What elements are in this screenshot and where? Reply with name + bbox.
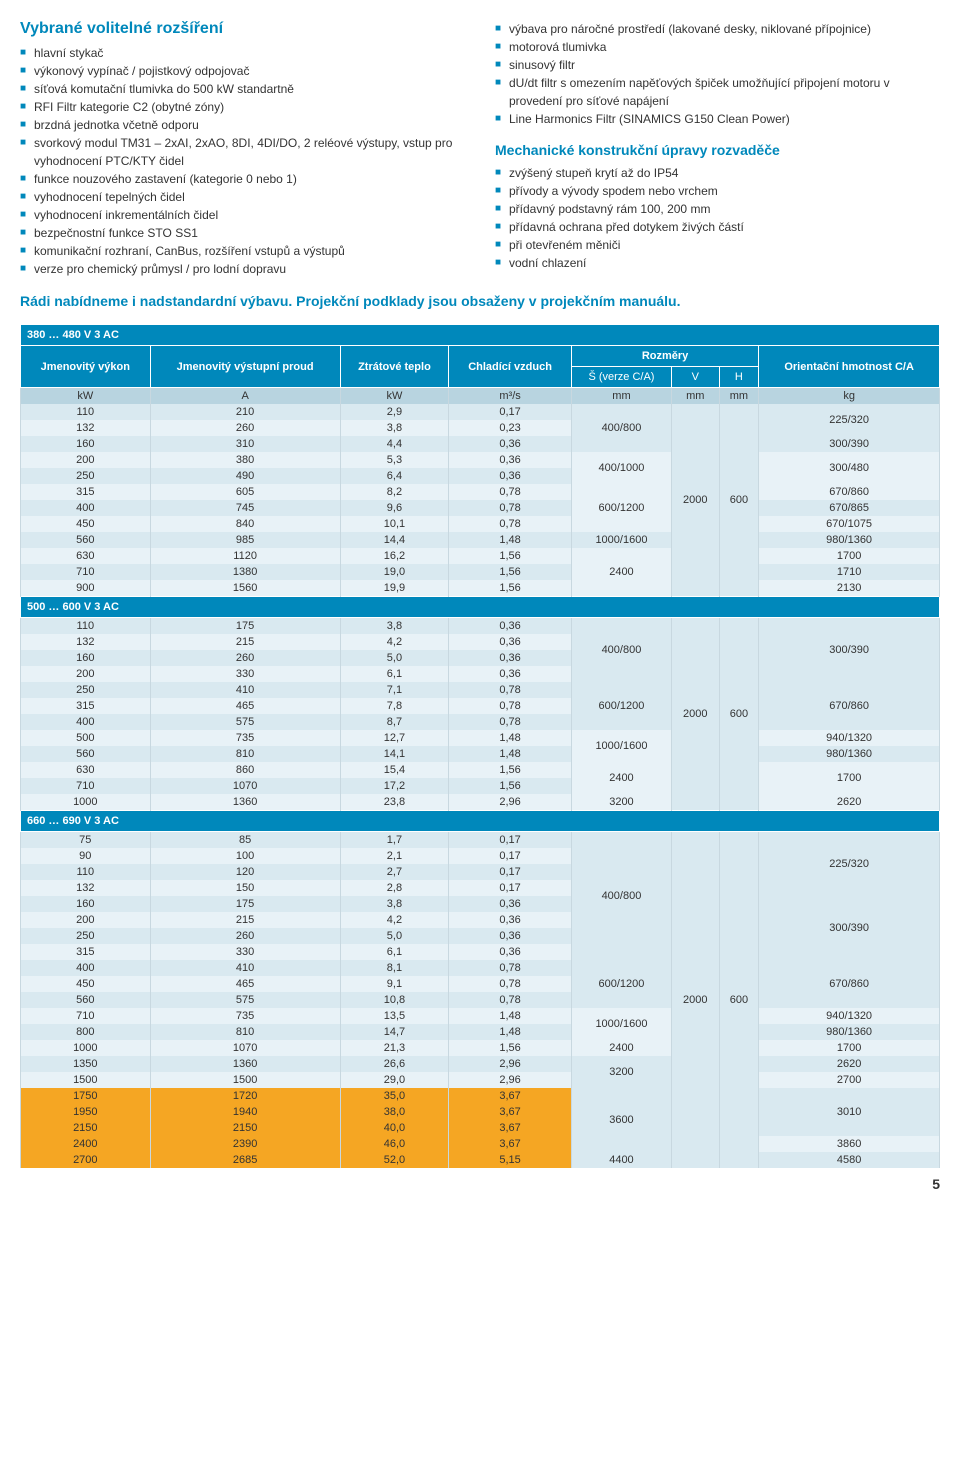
table-row: 45084010,10,78670/1075: [21, 516, 940, 532]
table-row: 1500150029,02,962700: [21, 1072, 940, 1088]
table-row: 1102102,90,17400/8002000600225/320: [21, 404, 940, 420]
table-row: 1601753,80,36300/390: [21, 896, 940, 912]
table-row: 2700268552,05,1544004580: [21, 1152, 940, 1168]
list-item: verze pro chemický průmysl / pro lodní d…: [20, 260, 465, 278]
list-item: Line Harmonics Filtr (SINAMICS G150 Clea…: [495, 110, 940, 128]
list-item: brzdná jednotka včetně odporu: [20, 116, 465, 134]
list-item: bezpečnostní funkce STO SS1: [20, 224, 465, 242]
note: Rádi nabídneme i nadstandardní výbavu. P…: [20, 293, 940, 309]
right-list2: zvýšený stupeň krytí až do IP54přívody a…: [495, 164, 940, 272]
unit-mm1: mm: [571, 388, 671, 405]
list-item: výbava pro náročné prostředí (lakované d…: [495, 20, 940, 38]
table-row: 2003805,30,36400/1000300/480: [21, 452, 940, 468]
table-row: 4007459,60,78670/865: [21, 500, 940, 516]
table-row: 2400239046,03,673860: [21, 1136, 940, 1152]
list-item: motorová tlumivka: [495, 38, 940, 56]
table-row: 75851,70,17400/8002000600225/320: [21, 832, 940, 849]
list-item: zvýšený stupeň krytí až do IP54: [495, 164, 940, 182]
table-row: 1750172035,03,6736003010: [21, 1088, 940, 1104]
section-3-header: 660 … 690 V 3 AC: [21, 811, 940, 832]
list-item: vyhodnocení inkrementálních čidel: [20, 206, 465, 224]
table-row: 710138019,01,561710: [21, 564, 940, 580]
left-list: hlavní stykačvýkonový vypínač / pojistko…: [20, 44, 465, 278]
table-row: 3156058,20,78600/1200670/860: [21, 484, 940, 500]
table-row: 900156019,91,562130: [21, 580, 940, 597]
list-item: přídavná ochrana před dotykem živých čás…: [495, 218, 940, 236]
right-subtitle: Mechanické konstrukční úpravy rozvaděče: [495, 142, 940, 158]
col-h: H: [719, 367, 759, 388]
unit-mm2: mm: [672, 388, 720, 405]
list-item: hlavní stykač: [20, 44, 465, 62]
col-ztrat: Ztrátové teplo: [340, 346, 449, 388]
table-row: 80081014,71,48980/1360: [21, 1024, 940, 1040]
table-row: 2504107,10,78600/1200670/860: [21, 682, 940, 698]
table-row: 1000107021,31,5624001700: [21, 1040, 940, 1056]
left-title: Vybrané volitelné rozšíření: [20, 20, 465, 38]
list-item: RFI Filtr kategorie C2 (obytné zóny): [20, 98, 465, 116]
list-item: přívody a vývody spodem nebo vrchem: [495, 182, 940, 200]
page-number: 5: [20, 1176, 940, 1192]
table-row: 50073512,71,481000/1600940/1320: [21, 730, 940, 746]
col-hmot: Orientační hmotnost C/A: [759, 346, 940, 388]
table-row: 1101753,80,36400/8002000600300/390: [21, 618, 940, 635]
col-chlad: Chladící vzduch: [449, 346, 572, 388]
table-row: 71073513,51,481000/1600940/1320: [21, 1008, 940, 1024]
table-row: 1000136023,82,9632002620: [21, 794, 940, 811]
unit-m3s: m³/s: [449, 388, 572, 405]
table-row: 56081014,11,48980/1360: [21, 746, 940, 762]
col-jmen-proud: Jmenovitý výstupní proud: [150, 346, 340, 388]
unit-kw2: kW: [340, 388, 449, 405]
spec-table: 380 … 480 V 3 AC Jmenovitý výkon Jmenovi…: [20, 324, 940, 1168]
unit-a: A: [150, 388, 340, 405]
list-item: vodní chlazení: [495, 254, 940, 272]
right-list: výbava pro náročné prostředí (lakované d…: [495, 20, 940, 128]
table-row: 4004108,10,78600/1200670/860: [21, 960, 940, 976]
col-s: Š (verze C/A): [571, 367, 671, 388]
col-rozmery: Rozměry: [571, 346, 758, 367]
section-1-header: 380 … 480 V 3 AC: [21, 325, 940, 346]
list-item: sinusový filtr: [495, 56, 940, 74]
table-row: 1603104,40,36300/390: [21, 436, 940, 452]
list-item: funkce nouzového zastavení (kategorie 0 …: [20, 170, 465, 188]
unit-mm3: mm: [719, 388, 759, 405]
list-item: výkonový vypínač / pojistkový odpojovač: [20, 62, 465, 80]
list-item: komunikační rozhraní, CanBus, rozšíření …: [20, 242, 465, 260]
table-row: 630112016,21,5624001700: [21, 548, 940, 564]
list-item: síťová komutační tlumivka do 500 kW stan…: [20, 80, 465, 98]
section-2-header: 500 … 600 V 3 AC: [21, 597, 940, 618]
list-item: přídavný podstavný rám 100, 200 mm: [495, 200, 940, 218]
table-row: 63086015,41,5624001700: [21, 762, 940, 778]
list-item: dU/dt filtr s omezením napěťových špiček…: [495, 74, 940, 110]
unit-kw: kW: [21, 388, 151, 405]
list-item: svorkový modul TM31 – 2xAI, 2xAO, 8DI, 4…: [20, 134, 465, 170]
list-item: při otevřeném měniči: [495, 236, 940, 254]
table-row: 1350136026,62,9632002620: [21, 1056, 940, 1072]
unit-kg: kg: [759, 388, 940, 405]
col-v: V: [672, 367, 720, 388]
col-jmen-vykon: Jmenovitý výkon: [21, 346, 151, 388]
list-item: vyhodnocení tepelných čidel: [20, 188, 465, 206]
table-row: 56098514,41,481000/1600980/1360: [21, 532, 940, 548]
